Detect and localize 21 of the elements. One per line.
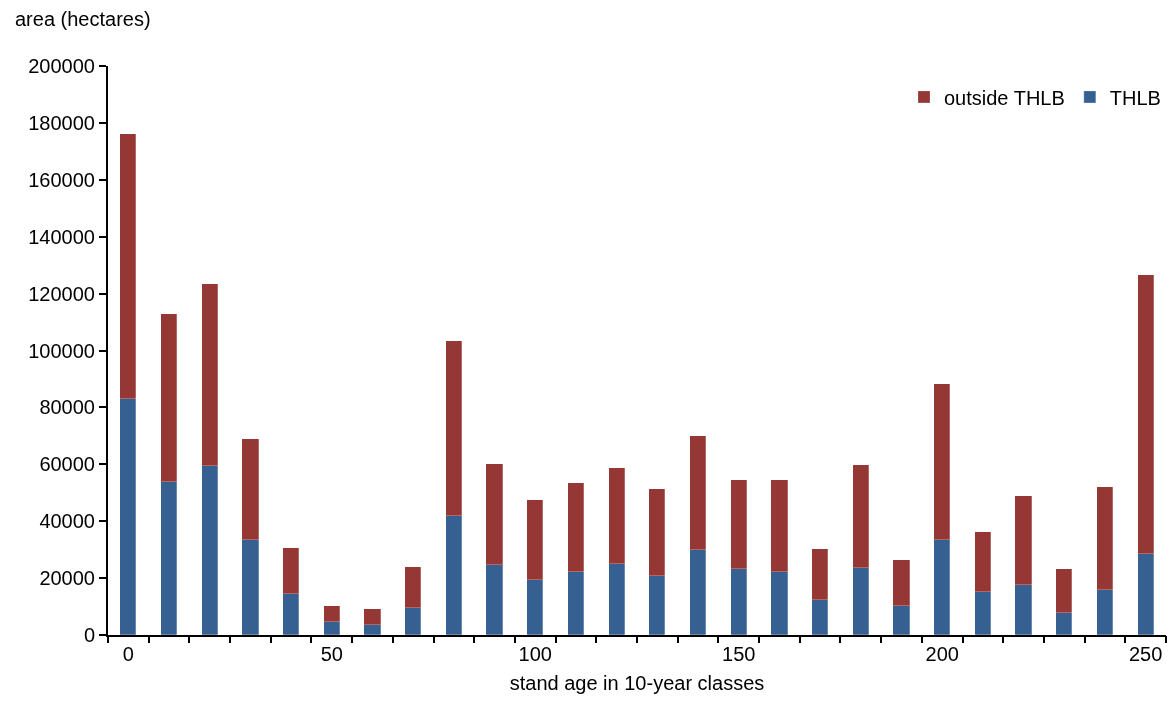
y-tick-label: 140000 <box>28 225 95 248</box>
y-tick-label: 40000 <box>39 510 95 533</box>
y-tick-label: 200000 <box>28 55 95 77</box>
y-axis-title: area (hectares) <box>15 8 151 30</box>
legend-label: THLB <box>1109 86 1161 109</box>
y-tick-label: 0 <box>83 624 95 646</box>
y-tick-label: 180000 <box>28 111 95 134</box>
legend-label: outside THLB <box>944 86 1065 109</box>
x-tick-label: 150 <box>722 643 756 665</box>
y-tick-label: 60000 <box>39 453 95 476</box>
y-tick-label: 20000 <box>39 567 95 590</box>
x-axis-title: stand age in 10-year classes <box>509 672 765 694</box>
y-tick-label: 160000 <box>28 168 95 191</box>
x-tick-label: 250 <box>1128 643 1163 665</box>
y-tick-label: 120000 <box>28 282 95 305</box>
x-tick-label: 200 <box>925 643 959 665</box>
x-tick-label: 50 <box>320 643 343 665</box>
y-tick-label: 80000 <box>39 396 95 419</box>
y-tick-label: 100000 <box>28 339 95 362</box>
x-tick-label: 0 <box>122 643 134 665</box>
x-tick-label: 100 <box>518 643 552 665</box>
